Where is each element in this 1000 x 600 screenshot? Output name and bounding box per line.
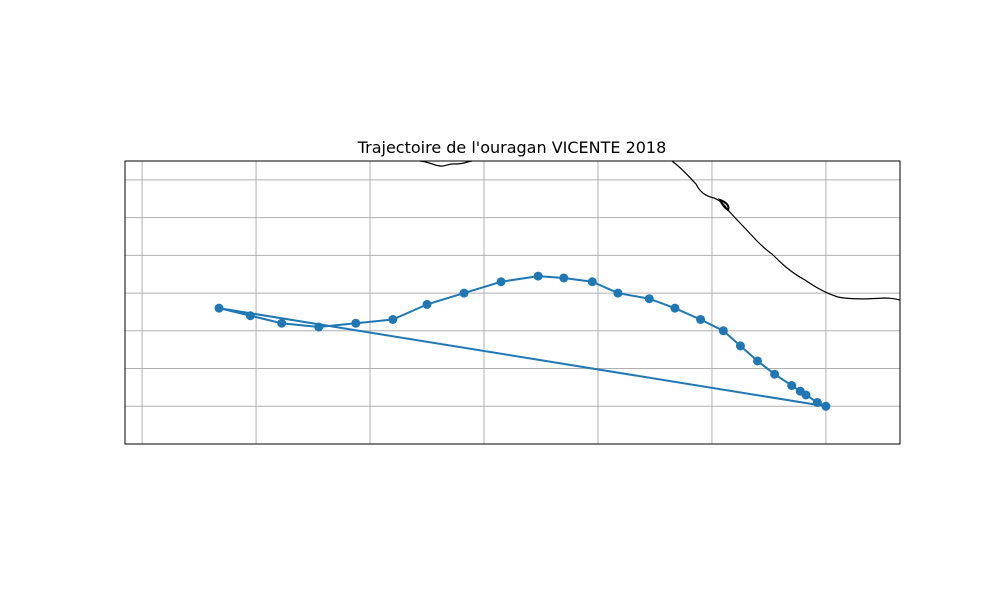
track-point-7: [735, 341, 745, 351]
track-point-23: [245, 311, 255, 321]
track-point-16: [496, 277, 506, 287]
track-point-18: [422, 299, 432, 309]
track-points: [214, 271, 831, 411]
track-point-6: [753, 356, 763, 366]
coastline: [419, 160, 901, 301]
track-point-0: [821, 401, 831, 411]
track-point-19: [388, 314, 398, 324]
track-point-12: [613, 288, 623, 298]
track-point-20: [351, 318, 361, 328]
track-point-10: [670, 303, 680, 313]
track-point-4: [787, 381, 797, 391]
track-point-21: [314, 322, 324, 332]
track-point-13: [587, 277, 597, 287]
track-line: [218, 275, 827, 408]
track-point-15: [533, 271, 543, 281]
track-point-3: [795, 386, 805, 396]
track-point-14: [559, 273, 569, 283]
plot-frame: [124, 160, 901, 445]
track-point-11: [644, 294, 654, 304]
track-point-1: [812, 397, 822, 407]
track-point-5: [770, 369, 780, 379]
chart-title: Trajectoire de l'ouragan VICENTE 2018: [357, 138, 667, 157]
track-point-9: [696, 314, 706, 324]
track-point-17: [459, 288, 469, 298]
track-point-8: [718, 326, 728, 336]
track-point-22: [277, 318, 287, 328]
track-point-24: [214, 303, 224, 313]
grid: [125, 161, 900, 444]
series-line-0: [218, 275, 827, 408]
